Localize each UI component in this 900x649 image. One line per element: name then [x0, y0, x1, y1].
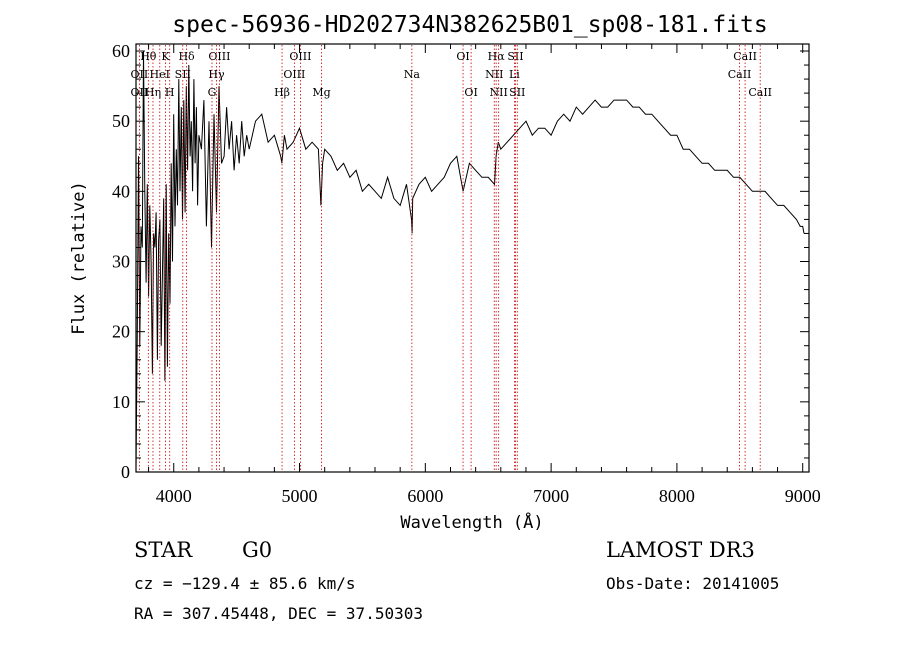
x-tick-label: 4000 — [156, 486, 192, 506]
line-marker-label: NII — [490, 86, 508, 99]
survey-name: LAMOST DR3 — [606, 538, 755, 562]
x-tick-label: 9000 — [785, 486, 821, 506]
line-marker-label: CaII — [748, 86, 772, 99]
y-axis-label: Flux (relative) — [69, 181, 89, 335]
line-marker-label: H — [165, 86, 175, 99]
x-tick-label: 6000 — [407, 486, 443, 506]
line-marker-label: SII — [175, 68, 191, 81]
line-marker-label: NII — [485, 68, 503, 81]
line-marker-label: Na — [404, 68, 421, 81]
x-tick-label: 7000 — [533, 486, 569, 506]
y-tick-label: 20 — [112, 322, 130, 342]
line-marker-label: OIII — [208, 50, 230, 63]
y-axis-ticks: 0 10 20 30 40 50 60 — [112, 41, 809, 482]
line-marker-label: Mg — [312, 86, 330, 99]
line-marker-label: HeI — [150, 68, 170, 81]
line-marker-label: SII — [509, 86, 525, 99]
observation-date: Obs-Date: 20141005 — [606, 574, 780, 593]
y-tick-label: 40 — [112, 181, 130, 201]
spectrum-line-flux — [135, 50, 805, 469]
line-marker-label: OI — [464, 86, 477, 99]
x-axis-ticks: 4000 5000 6000 7000 8000 9000 — [148, 44, 821, 506]
y-tick-label: 50 — [112, 111, 130, 131]
line-marker-label: Hη — [145, 86, 161, 99]
y-tick-label: 0 — [121, 462, 130, 482]
plot-area — [135, 50, 805, 469]
y-tick-label: 60 — [112, 41, 130, 61]
line-marker-label: OII — [131, 86, 149, 99]
line-marker-label: SII — [507, 50, 523, 63]
object-subclass: G0 — [242, 538, 273, 562]
x-tick-label: 8000 — [659, 486, 695, 506]
line-marker-label: K — [161, 50, 170, 63]
line-marker-label: OIII — [289, 50, 311, 63]
line-marker-label: CaII — [733, 50, 757, 63]
line-marker-label: OII — [131, 68, 149, 81]
y-tick-label: 30 — [112, 252, 130, 272]
line-marker-label: OI — [456, 50, 469, 63]
line-marker-label: Hα — [488, 50, 506, 63]
x-axis-label: Wavelength (Å) — [400, 511, 543, 533]
line-marker-label: Hθ — [140, 50, 157, 63]
chart-title: spec-56936-HD202734N382625B01_sp08-181.f… — [172, 12, 767, 38]
x-tick-label: 5000 — [282, 486, 318, 506]
line-marker-label: Hβ — [274, 86, 290, 99]
line-marker-label: Hδ — [178, 50, 195, 63]
plot-frame — [135, 43, 810, 473]
line-marker-label: Li — [509, 68, 520, 81]
redshift-cz: cz = −129.4 ± 85.6 km/s — [134, 574, 356, 593]
line-marker-label: Hγ — [208, 68, 225, 81]
y-tick-label: 10 — [112, 392, 130, 412]
line-marker-label: CaII — [728, 68, 752, 81]
line-marker-label: G — [208, 86, 217, 99]
ra-dec: RA = 307.45448, DEC = 37.50303 — [134, 604, 423, 623]
object-class: STAR — [134, 538, 193, 562]
line-marker-label: OIII — [283, 68, 305, 81]
